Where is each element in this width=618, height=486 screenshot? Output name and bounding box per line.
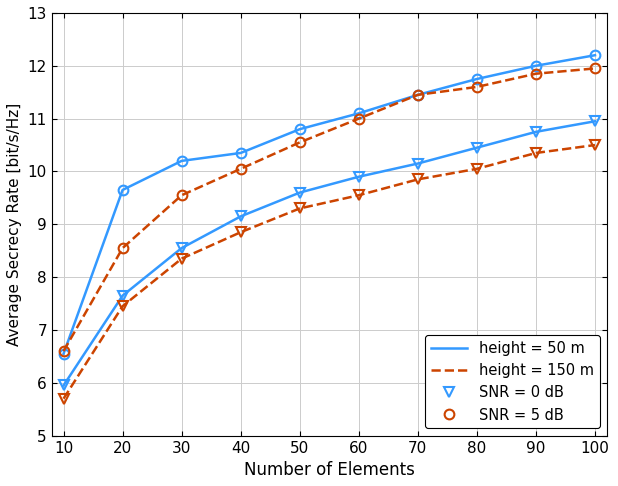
Y-axis label: Average Secrecy Rate [bit/s/Hz]: Average Secrecy Rate [bit/s/Hz] xyxy=(7,103,22,346)
Legend: height = 50 m, height = 150 m, SNR = 0 dB, SNR = 5 dB: height = 50 m, height = 150 m, SNR = 0 d… xyxy=(425,335,599,428)
X-axis label: Number of Elements: Number of Elements xyxy=(244,461,415,479)
